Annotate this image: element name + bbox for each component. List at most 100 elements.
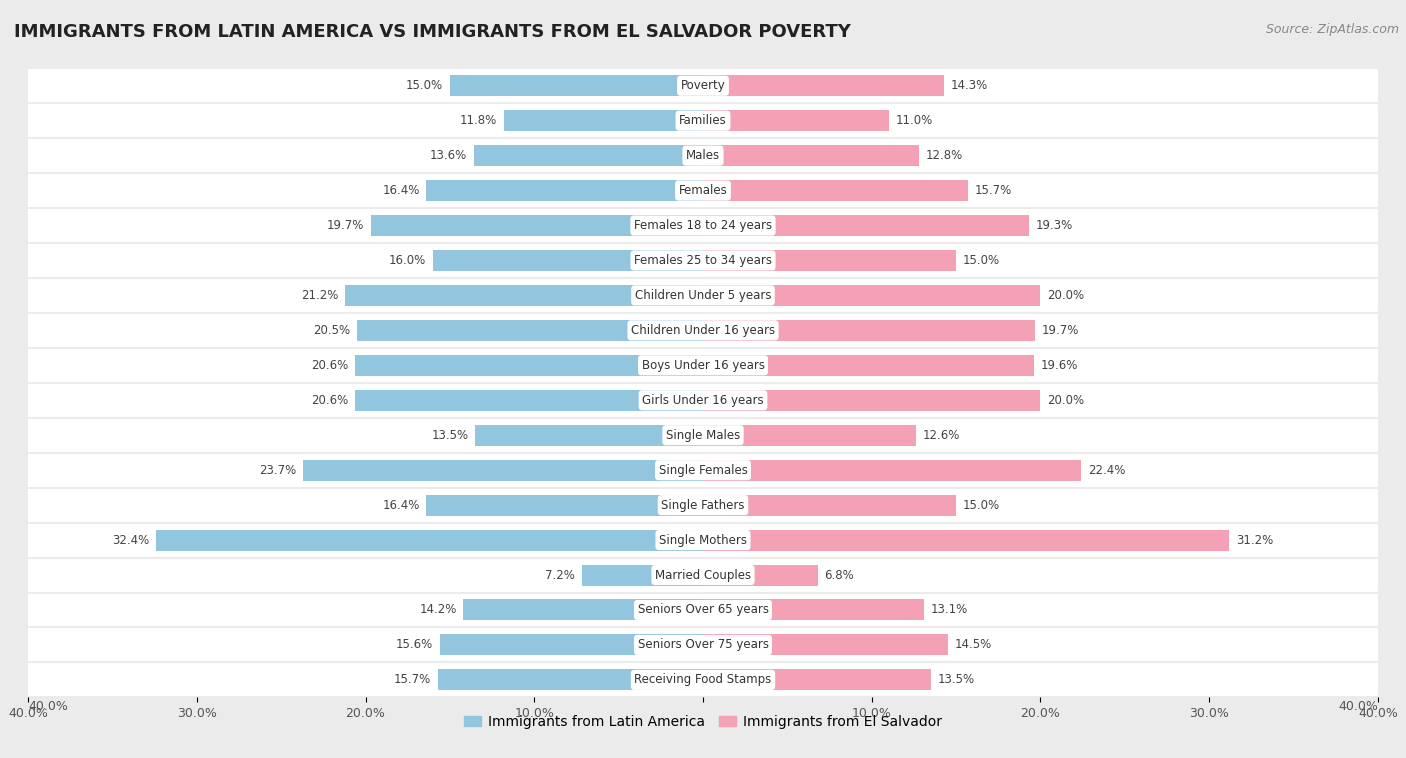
Text: 15.0%: 15.0% [963,499,1000,512]
Bar [28,243,1378,278]
Bar [28,68,1378,103]
Text: 11.0%: 11.0% [896,114,932,127]
Bar [28,103,1378,138]
Bar [356,390,703,411]
Text: 6.8%: 6.8% [824,568,855,581]
Text: Seniors Over 65 years: Seniors Over 65 years [637,603,769,616]
Text: Females 18 to 24 years: Females 18 to 24 years [634,219,772,232]
Bar [703,355,1033,376]
Bar [346,285,703,306]
Bar [464,600,703,621]
Text: 13.5%: 13.5% [432,429,468,442]
Bar [703,180,967,201]
Text: 15.7%: 15.7% [394,673,432,687]
Text: Seniors Over 75 years: Seniors Over 75 years [637,638,769,651]
Bar [703,495,956,515]
Bar [503,110,703,131]
Text: 13.1%: 13.1% [931,603,967,616]
Text: Source: ZipAtlas.com: Source: ZipAtlas.com [1265,23,1399,36]
Bar [474,145,703,166]
Text: Single Mothers: Single Mothers [659,534,747,547]
Bar [703,320,1035,341]
Bar [703,459,1081,481]
Bar [703,669,931,691]
Text: 23.7%: 23.7% [259,464,297,477]
Text: Married Couples: Married Couples [655,568,751,581]
Text: Poverty: Poverty [681,79,725,92]
Bar [357,320,703,341]
Text: Single Fathers: Single Fathers [661,499,745,512]
Text: 15.0%: 15.0% [406,79,443,92]
Legend: Immigrants from Latin America, Immigrants from El Salvador: Immigrants from Latin America, Immigrant… [458,709,948,735]
Text: Children Under 5 years: Children Under 5 years [634,289,772,302]
Text: 19.3%: 19.3% [1035,219,1073,232]
Bar [28,348,1378,383]
Bar [703,285,1040,306]
Text: Children Under 16 years: Children Under 16 years [631,324,775,337]
Text: 13.6%: 13.6% [430,149,467,162]
Bar [371,215,703,236]
Bar [433,250,703,271]
Bar [28,487,1378,522]
Bar [28,418,1378,453]
Bar [703,390,1040,411]
Bar [703,145,920,166]
Text: 14.2%: 14.2% [419,603,457,616]
Text: 20.0%: 20.0% [1047,289,1084,302]
Text: Families: Families [679,114,727,127]
Bar [703,110,889,131]
Bar [28,383,1378,418]
Bar [440,634,703,656]
Text: 21.2%: 21.2% [301,289,339,302]
Bar [703,565,818,585]
Bar [703,600,924,621]
Bar [703,215,1029,236]
Text: 15.7%: 15.7% [974,184,1012,197]
Bar [703,75,945,96]
Bar [304,459,703,481]
Text: Receiving Food Stamps: Receiving Food Stamps [634,673,772,687]
Bar [582,565,703,585]
Text: 7.2%: 7.2% [546,568,575,581]
Bar [28,138,1378,173]
Text: 19.7%: 19.7% [1042,324,1080,337]
Bar [703,424,915,446]
Bar [356,355,703,376]
Bar [28,208,1378,243]
Text: 16.0%: 16.0% [389,254,426,267]
Text: IMMIGRANTS FROM LATIN AMERICA VS IMMIGRANTS FROM EL SALVADOR POVERTY: IMMIGRANTS FROM LATIN AMERICA VS IMMIGRA… [14,23,851,41]
Text: 32.4%: 32.4% [112,534,149,547]
Text: 13.5%: 13.5% [938,673,974,687]
Text: 40.0%: 40.0% [1339,700,1378,713]
Bar [28,278,1378,313]
Bar [28,313,1378,348]
Text: 20.0%: 20.0% [1047,393,1084,407]
Text: 16.4%: 16.4% [382,499,419,512]
Text: 31.2%: 31.2% [1236,534,1274,547]
Bar [426,495,703,515]
Bar [703,530,1229,550]
Text: 15.0%: 15.0% [963,254,1000,267]
Text: 20.5%: 20.5% [314,324,350,337]
Text: 12.8%: 12.8% [925,149,963,162]
Bar [450,75,703,96]
Bar [426,180,703,201]
Bar [28,522,1378,558]
Text: Females 25 to 34 years: Females 25 to 34 years [634,254,772,267]
Text: Single Females: Single Females [658,464,748,477]
Bar [156,530,703,550]
Text: 20.6%: 20.6% [312,393,349,407]
Text: 15.6%: 15.6% [396,638,433,651]
Text: 14.3%: 14.3% [950,79,988,92]
Text: Boys Under 16 years: Boys Under 16 years [641,359,765,372]
Text: 16.4%: 16.4% [382,184,419,197]
Text: Females: Females [679,184,727,197]
Text: Single Males: Single Males [666,429,740,442]
Text: 20.6%: 20.6% [312,359,349,372]
Text: 19.7%: 19.7% [326,219,364,232]
Text: 11.8%: 11.8% [460,114,498,127]
Text: 12.6%: 12.6% [922,429,960,442]
Text: 22.4%: 22.4% [1088,464,1125,477]
Bar [28,628,1378,662]
Bar [28,593,1378,628]
